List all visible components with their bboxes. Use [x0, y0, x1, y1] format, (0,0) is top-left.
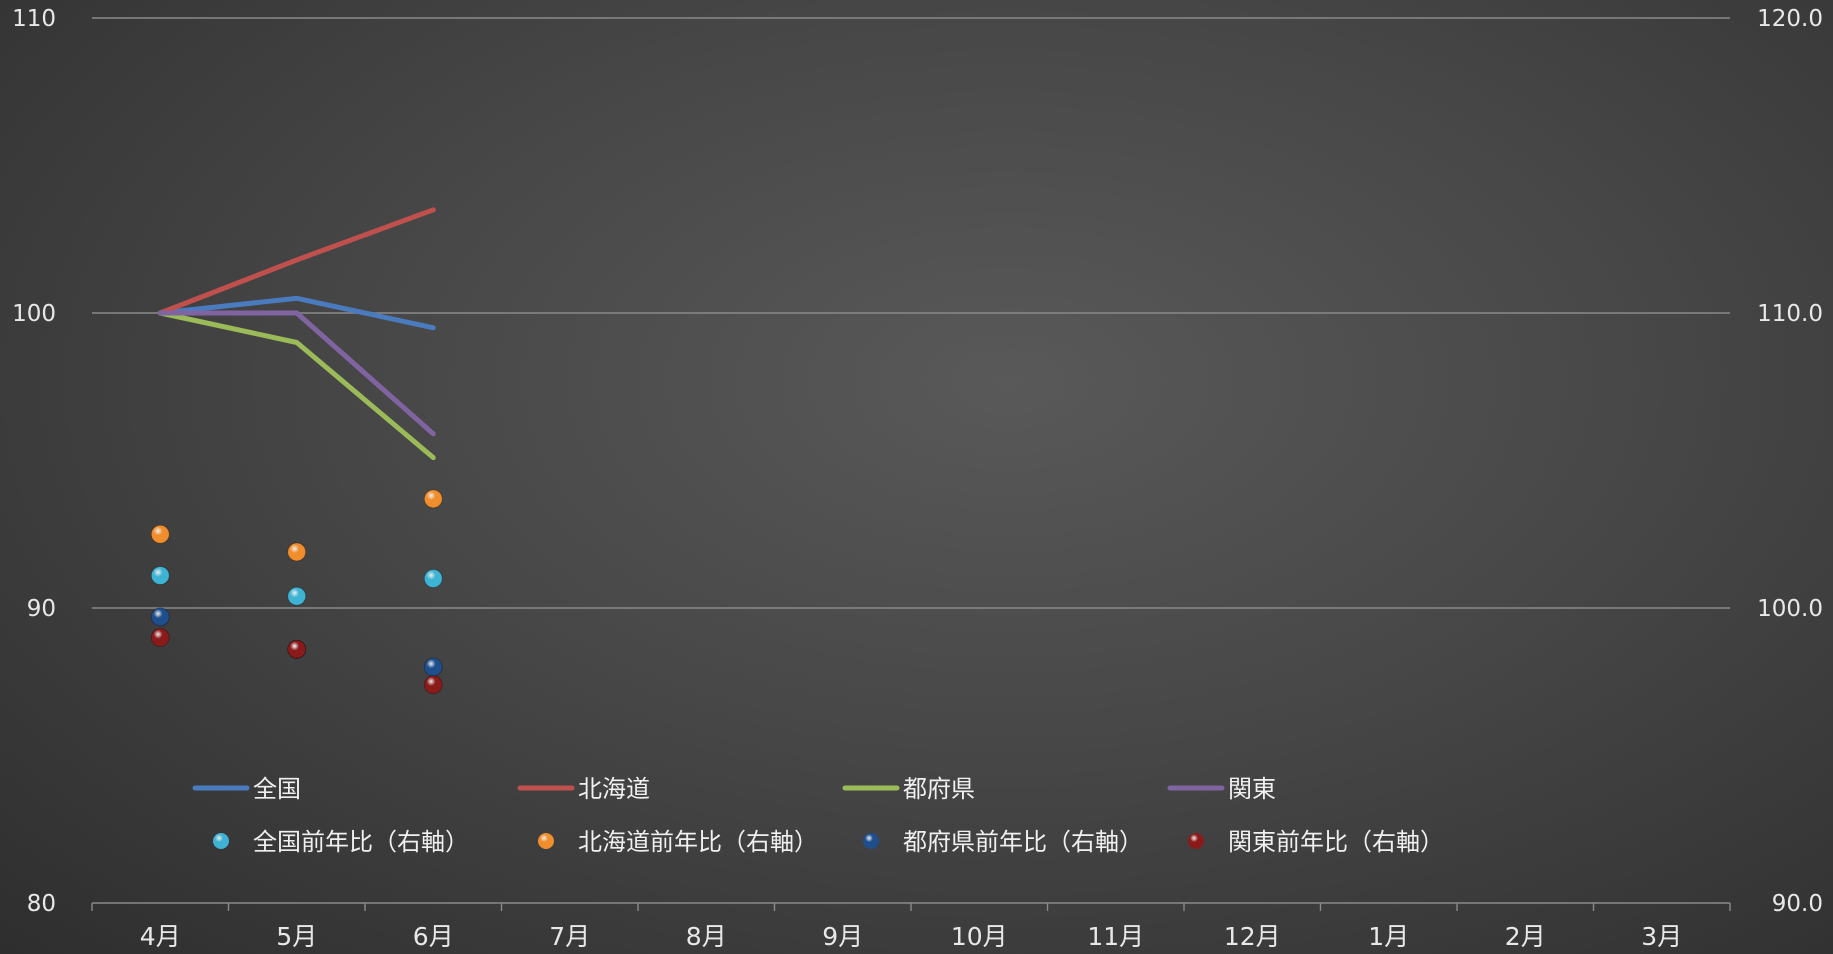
legend-label: 全国 [253, 775, 301, 803]
legend-marker-swatch [213, 833, 229, 849]
x-tick-label: 9月 [822, 922, 863, 951]
marker-point [287, 639, 307, 659]
legend-label: 都府県 [903, 775, 975, 803]
legend-label: 都府県前年比（右軸） [903, 828, 1143, 856]
y-right-tick-label: 110.0 [1757, 301, 1823, 327]
legend-marker-swatch [538, 833, 554, 849]
legend-marker-swatch [1188, 833, 1204, 849]
marker-point [287, 542, 307, 562]
marker-point [423, 657, 443, 677]
grid-lines [92, 17, 1730, 904]
x-tick-label: 1月 [1368, 922, 1409, 951]
legend-label: 関東 [1228, 775, 1276, 803]
x-tick-label: 10月 [951, 922, 1008, 951]
axes: 80 90 100 110 90.0 100.0 110.0 120.0 4月 5月 6月 7月 8月 9… [12, 6, 1823, 951]
x-tick-label: 8月 [686, 922, 727, 951]
marker-point [287, 586, 307, 606]
legend-label: 全国前年比（右軸） [253, 828, 469, 856]
marker-point [423, 569, 443, 588]
legend-label: 北海道 [578, 775, 650, 803]
x-tick-label: 12月 [1224, 922, 1281, 951]
y-left-tick-label: 100 [12, 301, 56, 327]
legend-marker-swatch [863, 833, 879, 849]
x-tick-label: 3月 [1641, 922, 1682, 951]
x-tick-label: 5月 [276, 922, 317, 951]
marker-point [150, 566, 170, 585]
y-left-tick-label: 90 [27, 596, 56, 622]
x-tick-label: 6月 [413, 922, 454, 951]
marker-point [423, 675, 443, 695]
y-right-tick-label: 90.0 [1772, 891, 1823, 917]
series-line-1 [157, 207, 436, 316]
series-line-3 [157, 310, 436, 437]
x-tick-label: 2月 [1505, 922, 1546, 951]
legend-label: 関東前年比（右軸） [1228, 828, 1444, 856]
series-line-0 [157, 295, 436, 331]
line-series [157, 207, 436, 461]
marker-point [150, 524, 170, 544]
x-tick-label: 11月 [1087, 922, 1144, 951]
legend-label: 北海道前年比（右軸） [578, 828, 818, 856]
y-right-tick-label: 100.0 [1757, 596, 1823, 622]
y-left-tick-label: 80 [27, 891, 56, 917]
series-line-2 [157, 310, 436, 461]
x-tick-label: 7月 [549, 922, 590, 951]
marker-point [150, 628, 170, 647]
marker-series [150, 489, 443, 695]
marker-point [150, 607, 170, 627]
y-left-tick-label: 110 [12, 6, 56, 32]
x-tick-label: 4月 [140, 922, 181, 951]
marker-point [423, 489, 443, 509]
y-right-tick-label: 120.0 [1757, 6, 1823, 32]
